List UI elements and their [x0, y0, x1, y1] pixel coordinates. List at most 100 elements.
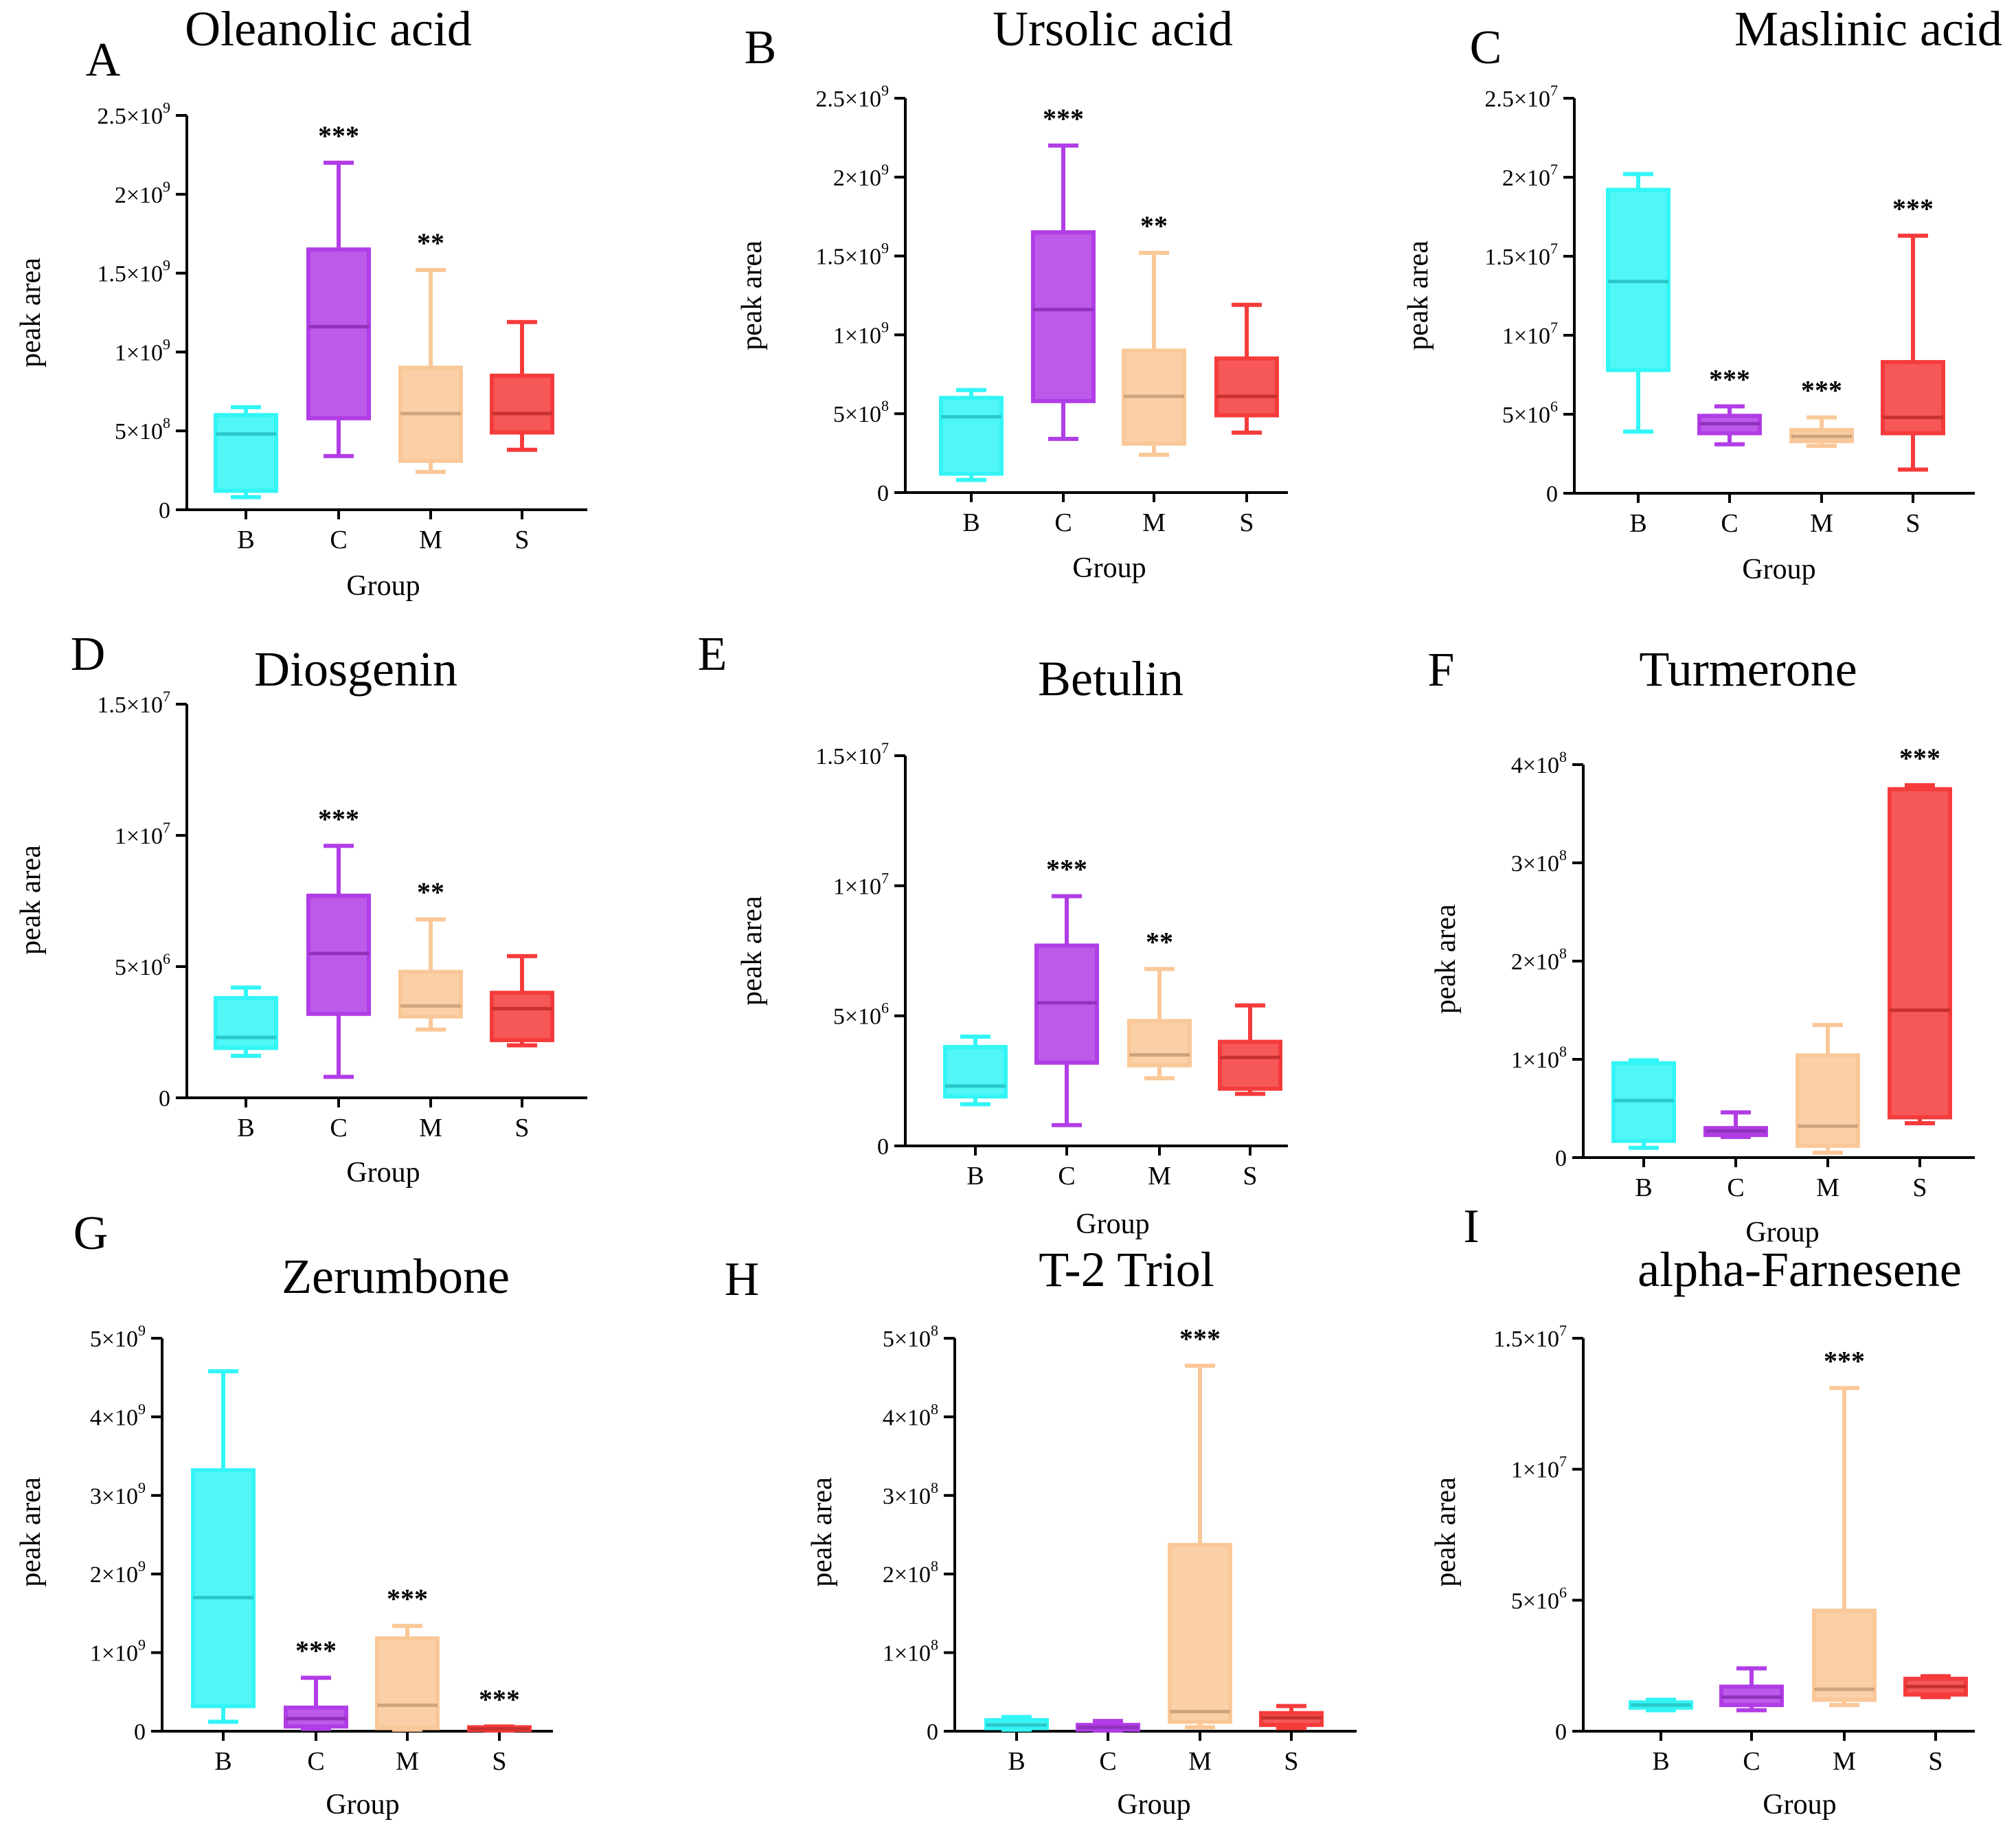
- panel-f-y-tick-label-4: 4×108: [1511, 748, 1567, 778]
- panel-a-y-tick-label-1: 5×108: [115, 414, 170, 444]
- panel-i-box-m: [1812, 1386, 1877, 1707]
- panel-c-box-s: [1881, 234, 1945, 472]
- panel-d-title: Diosgenin: [254, 642, 457, 697]
- panel-g: G Zerumbone 0 1×109 2×109 3×109 4×109 5×109 Grou…: [15, 1207, 553, 1821]
- panel-c-x-axis-label: Group: [1742, 554, 1815, 585]
- panel-d-significance-c: ***: [318, 803, 359, 834]
- panel-e-box-m: [1127, 967, 1192, 1081]
- panel-d-category-label-b: B: [237, 1114, 254, 1142]
- panel-i-y-tick-label-2: 1×107: [1511, 1453, 1567, 1483]
- panel-b-box-b: [939, 387, 1004, 482]
- panel-a-category-label-s: S: [514, 526, 529, 554]
- panel-a-box-b: [214, 405, 278, 499]
- panel-g-y-tick-label-5: 5×109: [90, 1322, 146, 1352]
- panel-c-category-label-s: S: [1905, 509, 1920, 538]
- panel-c-box-c: [1697, 404, 1762, 447]
- panel-c-category-label-b: B: [1629, 509, 1646, 538]
- panel-d-x-axis-label: Group: [346, 1157, 420, 1188]
- panel-c-y-tick-label-0: 0: [1546, 482, 1558, 507]
- panel-g-box-m: [375, 1623, 440, 1732]
- panel-b-iqr-box-b: [939, 396, 1004, 476]
- panel-d-category-label-c: C: [330, 1114, 347, 1142]
- panel-g-letter: G: [73, 1207, 109, 1260]
- panel-e-box-b: [943, 1034, 1008, 1107]
- panel-c-category-label-m: M: [1810, 509, 1833, 538]
- panel-a-y-tick-label-2: 1×109: [115, 335, 170, 365]
- panel-d-y-tick-label-1: 5×106: [115, 950, 170, 980]
- panel-e-iqr-box-m: [1127, 1019, 1192, 1068]
- panel-f-box-m: [1796, 1022, 1860, 1155]
- panel-c-y-tick-label-2: 1×107: [1502, 319, 1558, 349]
- panel-g-box-b: [191, 1369, 256, 1724]
- panel-b-category-label-m: M: [1142, 508, 1166, 537]
- panel-d-category-label-m: M: [419, 1114, 442, 1142]
- panel-i-y-tick-label-1: 5×106: [1511, 1584, 1567, 1614]
- panel-g-category-label-s: S: [492, 1747, 506, 1776]
- panel-a-box-m: [398, 268, 463, 474]
- panel-a: A Oleanolic acid 0 5×108 1×109 1.5×109 2×109 2.…: [15, 1, 587, 602]
- panel-a-significance-c: ***: [318, 120, 359, 151]
- panel-g-category-label-b: B: [214, 1747, 231, 1776]
- panel-g-significance-m: ***: [387, 1584, 428, 1614]
- panel-b-letter: B: [745, 21, 777, 74]
- panel-f-iqr-box-m: [1796, 1053, 1860, 1148]
- panel-g-iqr-box-b: [191, 1468, 256, 1709]
- panel-b-iqr-box-s: [1214, 356, 1279, 418]
- panel-h-title: T-2 Triol: [1039, 1242, 1214, 1297]
- panel-f-box-c: [1703, 1110, 1768, 1139]
- panel-a-category-label-b: B: [237, 526, 254, 554]
- panel-b-y-tick-label-5: 2.5×109: [815, 82, 889, 112]
- panel-b-significance-c: ***: [1043, 103, 1084, 134]
- panel-f-title: Turmerone: [1639, 642, 1857, 697]
- panel-a-category-label-m: M: [419, 526, 442, 554]
- panel-i-x-axis-label: Group: [1763, 1789, 1836, 1821]
- panel-e-y-axis-label: peak area: [736, 896, 768, 1006]
- panel-d-iqr-box-b: [214, 995, 278, 1050]
- panel-e-letter: E: [698, 628, 727, 681]
- panel-f-y-tick-label-0: 0: [1555, 1146, 1567, 1171]
- panel-a-y-tick-label-3: 1.5×109: [97, 257, 170, 287]
- panel-e-y-tick-label-1: 5×106: [833, 1000, 889, 1030]
- panel-c-iqr-box-s: [1881, 360, 1945, 436]
- panel-h-y-tick-label-2: 2×108: [883, 1557, 938, 1588]
- panel-d-box-c: [306, 844, 371, 1079]
- panel-g-y-tick-label-2: 2×109: [90, 1557, 146, 1588]
- panel-h-y-tick-label-0: 0: [927, 1720, 938, 1745]
- panel-a-significance-m: **: [417, 227, 444, 258]
- panel-i-category-label-m: M: [1833, 1747, 1856, 1776]
- panel-e-title: Betulin: [1038, 651, 1183, 706]
- panel-b-title: Ursolic acid: [993, 1, 1233, 56]
- panel-h-box-c: [1076, 1719, 1140, 1733]
- panel-a-letter: A: [86, 34, 121, 87]
- panel-b-y-axis-label: peak area: [736, 240, 768, 350]
- panel-d-box-s: [490, 954, 554, 1048]
- panel-d-category-label-s: S: [514, 1114, 529, 1142]
- panel-h-category-label-m: M: [1188, 1747, 1212, 1776]
- panel-g-category-label-m: M: [396, 1747, 419, 1776]
- panel-b: B Ursolic acid 0 5×108 1×109 1.5×109 2×109 2.5×…: [736, 1, 1288, 584]
- panel-c-letter: C: [1470, 21, 1502, 74]
- panel-i-box-s: [1903, 1674, 1968, 1700]
- panel-f-category-label-s: S: [1912, 1173, 1927, 1202]
- panel-h-category-label-s: S: [1284, 1747, 1298, 1776]
- panel-d-y-tick-label-0: 0: [159, 1086, 170, 1112]
- panel-g-y-tick-label-4: 4×109: [90, 1400, 146, 1430]
- panel-i-iqr-box-m: [1812, 1608, 1877, 1702]
- panel-b-category-label-s: S: [1239, 508, 1254, 537]
- panel-e: E Betulin 0 5×106 1×107 1.5×107 Group peak area…: [698, 628, 1288, 1240]
- panel-h-significance-m: ***: [1179, 1323, 1221, 1354]
- panel-i-y-tick-label-0: 0: [1555, 1720, 1567, 1745]
- panel-i-letter: I: [1463, 1200, 1479, 1253]
- panel-d-iqr-box-m: [398, 969, 463, 1019]
- panel-i-category-label-b: B: [1652, 1747, 1669, 1776]
- panel-f-significance-s: ***: [1899, 743, 1940, 774]
- panel-a-iqr-box-s: [490, 373, 554, 435]
- panel-b-x-axis-label: Group: [1072, 552, 1146, 584]
- panel-b-category-label-b: B: [962, 508, 979, 537]
- panel-h-y-tick-label-1: 1×108: [883, 1636, 938, 1667]
- panel-d-y-tick-label-2: 1×107: [115, 819, 170, 849]
- panel-g-y-axis-label: peak area: [15, 1477, 47, 1587]
- panel-a-box-c: [306, 160, 371, 458]
- panel-b-category-label-c: C: [1054, 508, 1072, 537]
